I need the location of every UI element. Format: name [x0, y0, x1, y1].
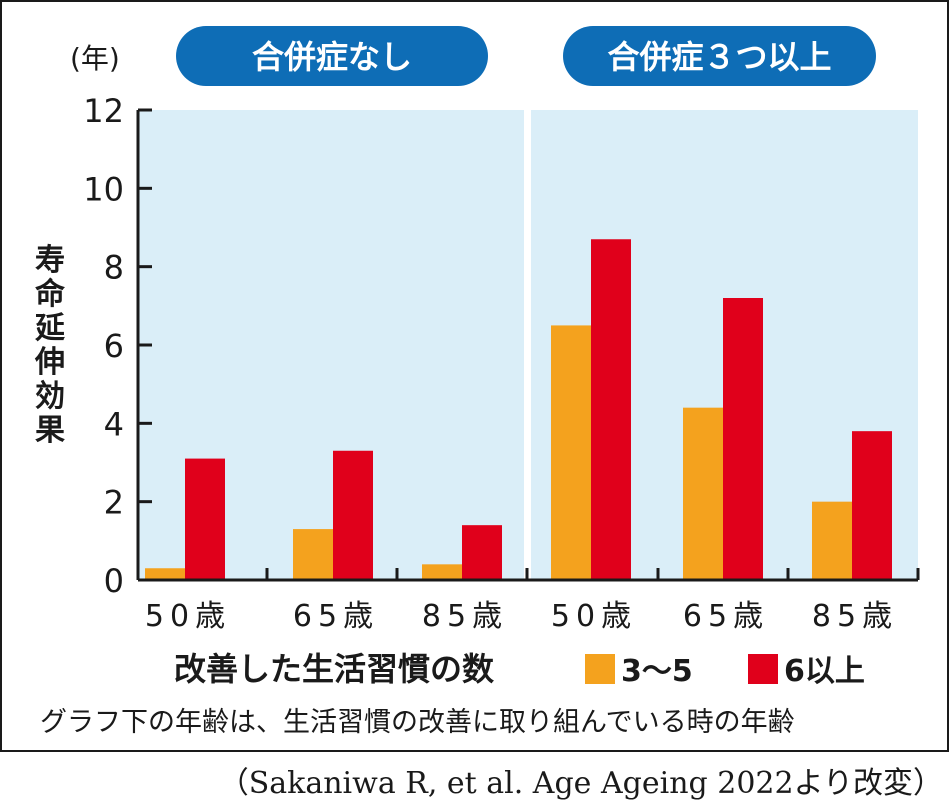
- bar-p2-50歳-s1: [551, 325, 591, 580]
- bar-p1-65歳-s1: [293, 529, 333, 580]
- bar-p2-65歳-s1: [683, 407, 723, 580]
- y-axis-unit: (年): [70, 42, 120, 75]
- bar-p2-65歳-s2: [723, 298, 763, 580]
- y-axis-label-char-5: 効: [35, 379, 65, 414]
- legend-label-2: 6以上: [784, 654, 865, 689]
- category-label-p2-2: 6 5 歳: [683, 599, 763, 634]
- bar-p1-65歳-s2: [333, 450, 373, 580]
- y-tick-label-2: 2: [104, 484, 124, 522]
- y-tick-label-12: 12: [83, 92, 124, 130]
- source-citation: （Sakaniwa R, et al. Age Ageing 2022より改変）: [218, 766, 943, 801]
- panel-title-1: 合併症なし: [252, 38, 412, 76]
- legend-label-1: 3～5: [621, 654, 693, 689]
- panel-header-pill-2: [563, 26, 876, 86]
- legend-swatch-1: [585, 654, 615, 684]
- bar-p1-85歳-s1: [422, 564, 462, 580]
- y-axis-label-char-3: 延: [34, 311, 66, 346]
- y-axis-label-char-6: 果: [35, 413, 65, 448]
- category-label-p1-1: 5 0 歳: [145, 599, 225, 634]
- y-tick-label-8: 8: [104, 249, 124, 287]
- footnote: グラフ下の年齢は、生活習慣の改善に取り組んでいる時の年齢: [40, 707, 795, 738]
- legend-swatch-2: [748, 654, 778, 684]
- y-axis-label-char-4: 伸: [34, 345, 65, 380]
- y-tick-label-10: 10: [83, 170, 124, 208]
- x-axis-label: 改善した生活習慣の数: [174, 650, 495, 688]
- panel-title-2: 合併症３つ以上: [607, 38, 831, 76]
- figure-frame: 合併症なし 合併症３つ以上 5 0 歳 6 5 歳 8 5 歳 5 0 歳 6 5 歳 8 …: [0, 0, 949, 752]
- bar-p1-85歳-s2: [462, 525, 502, 580]
- category-label-p2-3: 8 5 歳: [812, 599, 892, 634]
- bar-p2-85歳-s2: [852, 431, 892, 580]
- bar-p1-50歳-s2: [185, 458, 225, 580]
- bar-p1-50歳-s1: [145, 568, 185, 580]
- bar-p2-50歳-s2: [591, 239, 631, 580]
- y-axis-label-char-2: 命: [35, 277, 66, 312]
- category-label-p1-2: 6 5 歳: [293, 599, 373, 634]
- category-label-p2-1: 5 0 歳: [551, 599, 631, 634]
- panel-header-pill-1: [176, 26, 488, 86]
- category-label-p1-3: 8 5 歳: [422, 599, 502, 634]
- y-tick-label-4: 4: [104, 405, 124, 443]
- bar-chart: 合併症なし 合併症３つ以上 5 0 歳 6 5 歳 8 5 歳 5 0 歳 6 5 歳 8 …: [34, 26, 920, 689]
- y-tick-label-6: 6: [104, 327, 124, 365]
- bar-p2-85歳-s1: [812, 501, 852, 580]
- y-axis-label-char-1: 寿: [35, 243, 65, 278]
- y-tick-label-0: 0: [104, 562, 124, 600]
